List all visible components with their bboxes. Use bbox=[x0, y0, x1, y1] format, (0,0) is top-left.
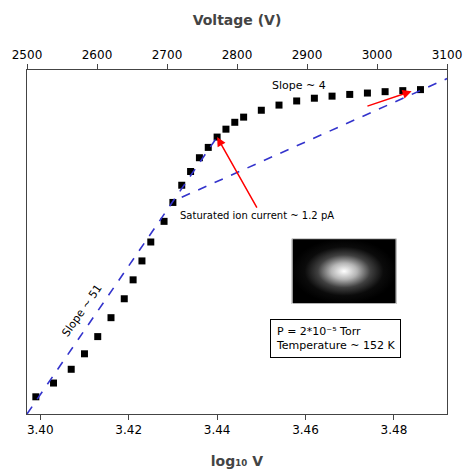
svg-text:log₁₀ V: log₁₀ V bbox=[211, 453, 264, 469]
svg-text:3.42: 3.42 bbox=[115, 423, 142, 437]
svg-text:2600: 2600 bbox=[82, 48, 113, 62]
svg-text:2700: 2700 bbox=[152, 48, 183, 62]
svg-text:3000: 3000 bbox=[362, 48, 393, 62]
svg-text:2900: 2900 bbox=[292, 48, 323, 62]
svg-text:3.46: 3.46 bbox=[292, 423, 319, 437]
svg-text:Slope ~ 51: Slope ~ 51 bbox=[59, 282, 105, 339]
svg-text:2500: 2500 bbox=[12, 48, 43, 62]
svg-text:3.40: 3.40 bbox=[27, 423, 54, 437]
svg-text:3100: 3100 bbox=[432, 48, 463, 62]
svg-text:2800: 2800 bbox=[222, 48, 253, 62]
svg-text:Voltage (V): Voltage (V) bbox=[193, 12, 282, 28]
svg-text:Saturated ion current ~ 1.2 pA: Saturated ion current ~ 1.2 pA bbox=[180, 210, 334, 221]
svg-text:3.44: 3.44 bbox=[204, 423, 231, 437]
svg-text:3.48: 3.48 bbox=[381, 423, 408, 437]
svg-text:P = 2*10⁻⁵ TorrTemperature ~ 1: P = 2*10⁻⁵ TorrTemperature ~ 152 K bbox=[276, 325, 395, 352]
svg-text:Slope ~ 4: Slope ~ 4 bbox=[272, 79, 326, 92]
